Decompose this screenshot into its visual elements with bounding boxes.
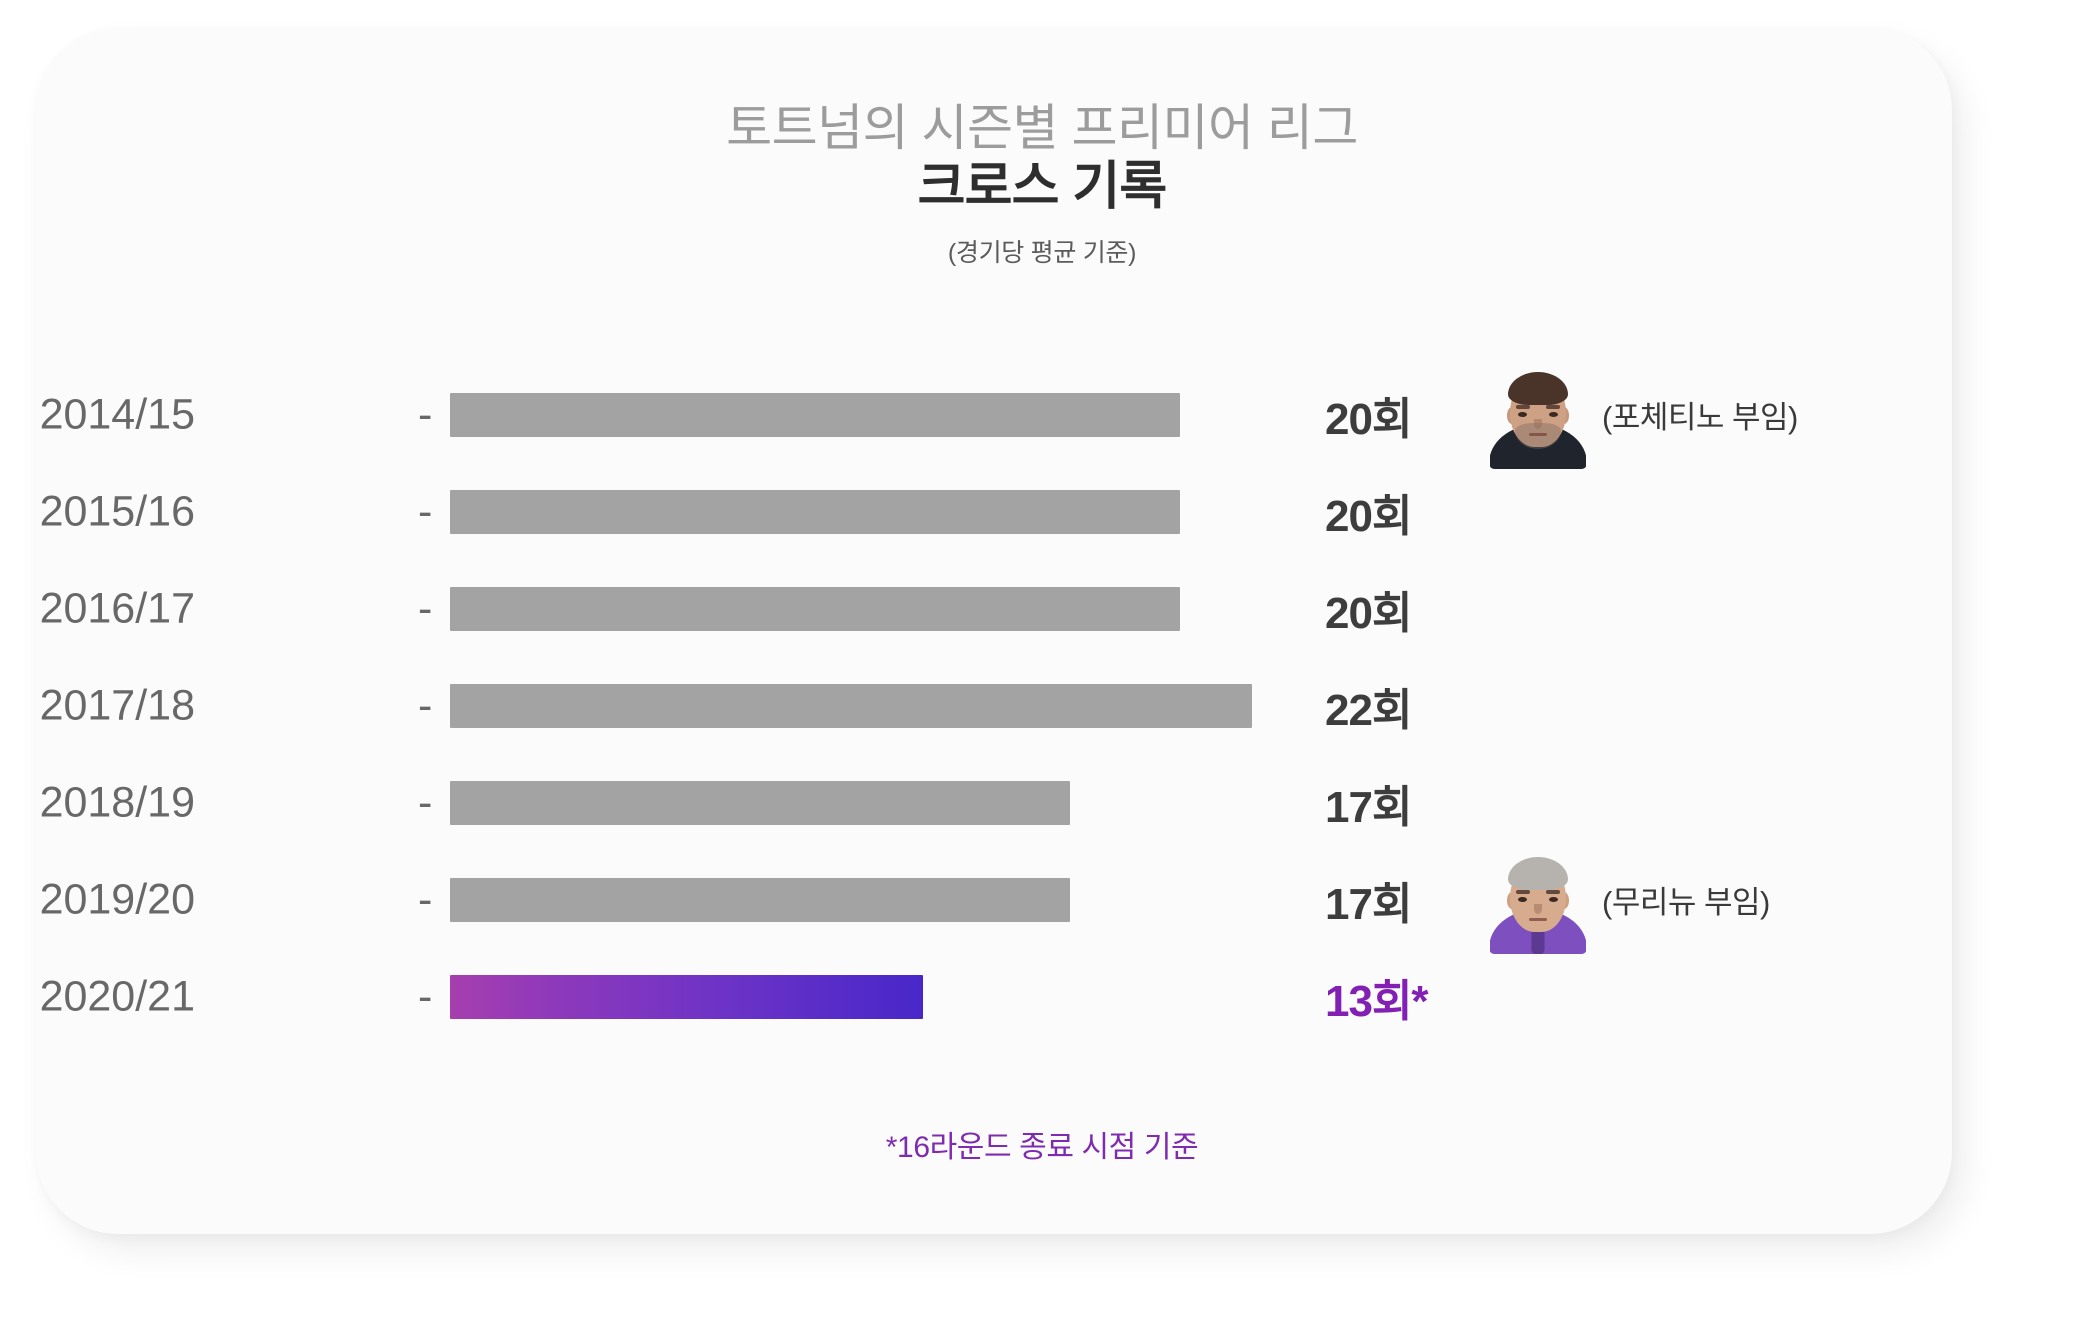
bar-value-label: 20회: [1325, 491, 1412, 541]
chart-row: 2015/16 - 20회: [0, 463, 2084, 560]
chart-title-line-2: 크로스 기록: [917, 158, 1168, 216]
season-label: 2014/15: [39, 390, 195, 438]
bar-value-label: 17회: [1325, 879, 1412, 929]
bar-value-label: 20회: [1325, 394, 1412, 444]
portrait-nose: [1534, 903, 1542, 914]
axis-tick-dash: -: [418, 875, 433, 923]
chart-row: 2019/20 - 17회 (무리뉴 부임): [0, 851, 2084, 954]
chart-row: 2014/15 - 20회 (포체티노 부임): [0, 366, 2084, 469]
season-label: 2019/20: [39, 875, 195, 923]
bar[interactable]: [450, 392, 1180, 437]
portrait-brow-right: [1546, 889, 1560, 894]
season-label: 2018/19: [39, 778, 195, 826]
coach-annotation-label: (포체티노 부임): [1602, 400, 1798, 435]
bar[interactable]: [450, 780, 1070, 825]
chart-title-line-1: 토트넘의 시즌별 프리미어 리그: [726, 100, 1358, 156]
portrait-hair: [1508, 371, 1568, 405]
bar-track: [450, 780, 1070, 825]
bar-track: [450, 877, 1070, 922]
axis-tick-dash: -: [418, 584, 433, 632]
season-label: 2017/18: [39, 681, 195, 729]
portrait-eye-left: [1518, 896, 1527, 902]
season-label: 2015/16: [39, 487, 195, 535]
portrait-eye-right: [1549, 896, 1558, 902]
portrait-brow-right: [1546, 404, 1560, 409]
chart-row: 2020/21 - 13회*: [0, 948, 2084, 1045]
bar-track: [450, 974, 923, 1019]
bar[interactable]: [450, 877, 1070, 922]
bar-value-label: 17회: [1325, 782, 1412, 832]
portrait-mouth: [1529, 432, 1547, 436]
bar-chart: 2014/15 - 20회 (포체티노 부임): [0, 366, 2084, 1045]
chart-row: 2017/18 - 22회: [0, 657, 2084, 754]
bar[interactable]: [450, 683, 1252, 728]
bar-track: [450, 683, 1252, 728]
pochettino-portrait-icon: [1490, 361, 1586, 469]
bar-highlighted[interactable]: [450, 974, 923, 1019]
portrait-eye-left: [1518, 411, 1527, 417]
chart-header: 토트넘의 시즌별 프리미어 리그 크로스 기록 (경기당 평균 기준): [0, 100, 2084, 269]
bar-value-label: 20회: [1325, 588, 1412, 638]
portrait-brow-left: [1516, 404, 1530, 409]
season-label: 2016/17: [39, 584, 195, 632]
coach-annotation-pochettino: (포체티노 부임): [1490, 361, 1798, 469]
bar-track: [450, 392, 1180, 437]
portrait-nose: [1534, 418, 1542, 429]
chart-row: 2018/19 - 17회: [0, 754, 2084, 851]
coach-annotation-label: (무리뉴 부임): [1602, 885, 1770, 920]
coach-annotation-mourinho: (무리뉴 부임): [1490, 846, 1770, 954]
axis-tick-dash: -: [418, 487, 433, 535]
bar-value-label: 22회: [1325, 685, 1412, 735]
axis-tick-dash: -: [418, 972, 433, 1020]
portrait-eye-right: [1549, 411, 1558, 417]
chart-card: [36, 28, 1952, 1234]
bar[interactable]: [450, 586, 1180, 631]
bar-track: [450, 586, 1180, 631]
chart-row: 2016/17 - 20회: [0, 560, 2084, 657]
season-label: 2020/21: [39, 972, 195, 1020]
bar-value-label-highlighted: 13회*: [1325, 976, 1429, 1026]
portrait-brow-left: [1516, 889, 1530, 894]
chart-subtitle: (경기당 평균 기준): [947, 239, 1137, 268]
portrait-hair: [1508, 856, 1568, 890]
bar-track: [450, 489, 1180, 534]
chart-footnote: *16라운드 종료 시점 기준: [885, 1131, 1199, 1164]
axis-tick-dash: -: [418, 390, 433, 438]
bar[interactable]: [450, 489, 1180, 534]
portrait-mouth: [1529, 917, 1547, 921]
axis-tick-dash: -: [418, 681, 433, 729]
axis-tick-dash: -: [418, 778, 433, 826]
mourinho-portrait-icon: [1490, 846, 1586, 954]
